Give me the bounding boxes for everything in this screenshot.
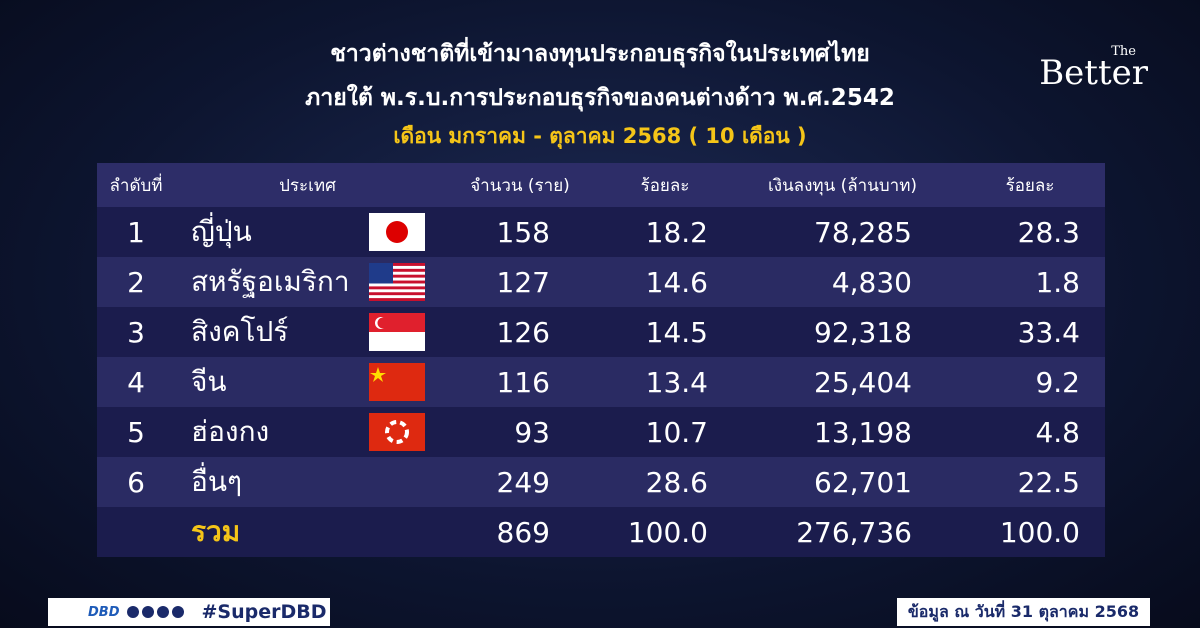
header-row: ลำดับที่ ประเทศ จำนวน (ราย) ร้อยละ เงินลงทุน… bbox=[97, 163, 1105, 207]
footer-logos: DBD #SuperDBD bbox=[48, 598, 330, 626]
table-cell: 4,830 bbox=[831, 265, 912, 299]
table-row: 6 อื่นๆ 249 28.6 62,701 22.5 bbox=[97, 457, 1105, 507]
country: สหรัฐอเมริกา bbox=[191, 265, 350, 298]
title-line: ชาวต่างชาติที่เข้ามาลงทุนประกอบธุรกิจในป… bbox=[330, 41, 870, 67]
total-cell: 100.0 bbox=[627, 515, 708, 549]
table-row: 1 ญี่ปุ่น 158 18.2 78,285 28.3 bbox=[97, 207, 1105, 257]
hashtag: #SuperDBD bbox=[201, 601, 327, 623]
table-row: 2 สหรัฐอเมริกา 127 14.6 4,830 1.8 bbox=[97, 257, 1105, 307]
logo-large: Better bbox=[1039, 53, 1148, 93]
table-cell: 10.7 bbox=[645, 415, 708, 449]
total-cell: 869 bbox=[496, 515, 550, 549]
table-cell: 13,198 bbox=[814, 415, 912, 449]
table-cell: 1.8 bbox=[1035, 265, 1080, 299]
table-cell: 93 bbox=[514, 415, 550, 449]
table-cell: 28.3 bbox=[1017, 215, 1080, 249]
total-cell: 276,736 bbox=[796, 515, 912, 549]
table-cell: 249 bbox=[496, 465, 550, 499]
country: จีน bbox=[191, 365, 227, 398]
column-header: ลำดับที่ bbox=[109, 175, 163, 196]
flag bbox=[369, 313, 425, 351]
country: ฮ่องกง bbox=[191, 415, 270, 448]
table-cell: 13.4 bbox=[645, 365, 708, 399]
flag bbox=[369, 413, 425, 451]
table-cell: 1 bbox=[127, 215, 145, 249]
table-row: 5 ฮ่องกง 93 10.7 13,198 4.8 bbox=[97, 407, 1105, 457]
agency-logo: DBD bbox=[88, 604, 120, 620]
flag bbox=[369, 363, 425, 401]
column-header: ร้อยละ bbox=[640, 175, 690, 196]
total-cell: 100.0 bbox=[999, 515, 1080, 549]
table-cell: 6 bbox=[127, 465, 145, 499]
table-cell: 3 bbox=[127, 315, 145, 349]
table-cell: 9.2 bbox=[1035, 365, 1080, 399]
table: ลำดับที่ ประเทศ จำนวน (ราย) ร้อยละ เงินลงทุน… bbox=[97, 163, 1105, 557]
table-row: 3 สิงคโปร์ 126 14.5 92,318 33.4 bbox=[97, 307, 1105, 357]
table-cell: 18.2 bbox=[645, 215, 708, 249]
column-header: ร้อยละ bbox=[1005, 175, 1055, 196]
table-cell: 2 bbox=[127, 265, 145, 299]
table-cell: 127 bbox=[496, 265, 550, 299]
flag bbox=[369, 263, 425, 301]
table-cell: 158 bbox=[496, 215, 550, 249]
table-row: 4 จีน 116 13.4 25,404 9.2 bbox=[97, 357, 1105, 407]
table-cell: 126 bbox=[496, 315, 550, 349]
flag bbox=[369, 213, 425, 251]
total-label: รวม bbox=[191, 515, 241, 548]
table-cell: 78,285 bbox=[814, 215, 912, 249]
column-header: จำนวน (ราย) bbox=[470, 175, 570, 196]
table-cell: 14.5 bbox=[645, 315, 708, 349]
table-cell: 28.6 bbox=[645, 465, 708, 499]
table-cell: 4.8 bbox=[1035, 415, 1080, 449]
column-header: ประเทศ bbox=[279, 175, 336, 196]
country: สิงคโปร์ bbox=[191, 315, 289, 348]
table-cell: 92,318 bbox=[814, 315, 912, 349]
column-header: เงินลงทุน (ล้านบาท) bbox=[767, 175, 918, 196]
total-row: รวม 869 100.0 276,736 100.0 bbox=[97, 507, 1105, 557]
table-cell: 4 bbox=[127, 365, 145, 399]
data-note: ข้อมูล ณ วันที่ 31 ตุลาคม 2568 bbox=[897, 598, 1150, 626]
table-cell: 25,404 bbox=[814, 365, 912, 399]
social-icons bbox=[126, 606, 184, 618]
title-line: ภายใต้ พ.ร.บ.การประกอบธุรกิจของคนต่างด้า… bbox=[305, 85, 895, 111]
table-cell: 22.5 bbox=[1017, 465, 1080, 499]
table-cell: 14.6 bbox=[645, 265, 708, 299]
country: อื่นๆ bbox=[191, 465, 242, 498]
country: ญี่ปุ่น bbox=[191, 215, 252, 248]
table-cell: 33.4 bbox=[1017, 315, 1080, 349]
period: เดือน มกราคม - ตุลาคม 2568 ( 10 เดือน ) bbox=[393, 124, 807, 148]
logo-small: The bbox=[1111, 44, 1136, 59]
logo: The Better bbox=[1039, 44, 1148, 90]
table-cell: 116 bbox=[496, 365, 550, 399]
table-cell: 62,701 bbox=[814, 465, 912, 499]
table-cell: 5 bbox=[127, 415, 145, 449]
